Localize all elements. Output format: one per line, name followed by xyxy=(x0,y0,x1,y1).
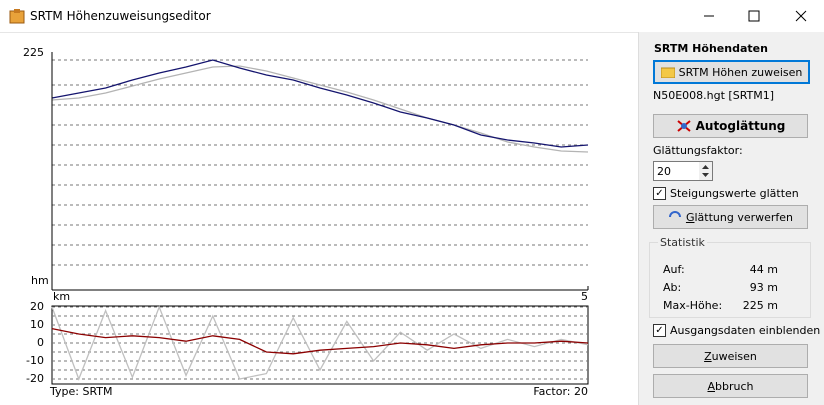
cancel-button[interactable]: Abbruch xyxy=(653,374,808,398)
factor-label: Glättungsfaktor: xyxy=(653,144,743,157)
y-unit: hm xyxy=(31,274,49,287)
y-tick-label: 0 xyxy=(37,336,44,349)
assign-button[interactable]: SRTM Höhen zuweisen xyxy=(653,60,810,84)
stat-value: 44 m xyxy=(749,263,778,276)
discard-button[interactable]: Glättung verwerfen xyxy=(653,205,808,229)
panel-heading: SRTM Höhendaten xyxy=(654,42,768,55)
status-type: Type: SRTM xyxy=(49,385,113,398)
window-title: SRTM Höhenzuweisungseditor xyxy=(30,9,211,23)
title-bar: SRTM Höhenzuweisungseditor xyxy=(0,0,824,33)
button-label: Zuweisen xyxy=(704,349,757,363)
show-checkbox[interactable]: ✓ Ausgangsdaten einblenden xyxy=(653,324,820,337)
y-tick-label: 225 xyxy=(23,46,44,59)
stat-label: Max-Höhe: xyxy=(663,299,723,312)
side-panel: SRTM Höhendaten SRTM Höhen zuweisen N50E… xyxy=(638,32,824,405)
data-line xyxy=(51,327,589,355)
plot-frame xyxy=(51,305,589,385)
y-tick-label: 20 xyxy=(30,300,44,313)
ok-button[interactable]: Zuweisen xyxy=(653,344,808,368)
auto-button[interactable]: Autoglättung xyxy=(653,114,808,138)
status-factor: Factor: 20 xyxy=(533,385,588,398)
stat-value: 225 m xyxy=(742,299,778,312)
button-label: SRTM Höhen zuweisen xyxy=(678,65,803,79)
stat-label: Auf: xyxy=(663,263,685,276)
x-unit: km xyxy=(53,290,70,303)
checkbox-label: Steigungswerte glätten xyxy=(670,187,799,200)
data-line xyxy=(51,59,589,148)
button-label: Autoglättung xyxy=(695,119,786,133)
button-label: Abbruch xyxy=(707,379,754,393)
app-icon xyxy=(9,9,25,24)
stat-label: Ab: xyxy=(663,281,682,294)
stats-group: Statistik Auf: 44 m Ab: 93 m Max-Höhe: 225 m xyxy=(649,236,811,318)
y-tick-label: -20 xyxy=(26,372,44,385)
x-tick-label: 5 xyxy=(581,290,588,303)
y-tick-label: -10 xyxy=(26,354,44,367)
data-line xyxy=(51,305,589,381)
file-label: N50E008.hgt [SRTM1] xyxy=(653,89,775,102)
stat-value: 93 m xyxy=(749,281,778,294)
data-line xyxy=(51,65,589,153)
factor-spinner[interactable]: 20 xyxy=(653,161,713,181)
smooth-checkbox[interactable]: ✓ Steigungswerte glätten xyxy=(653,187,799,200)
window-controls[interactable] xyxy=(690,0,824,32)
checkbox-label: Ausgangsdaten einblenden xyxy=(670,324,821,337)
group-title: Statistik xyxy=(658,236,707,249)
button-label: Glättung verwerfen xyxy=(685,210,794,224)
y-tick-label: 10 xyxy=(30,318,44,331)
spinner-value: 20 xyxy=(657,165,671,178)
